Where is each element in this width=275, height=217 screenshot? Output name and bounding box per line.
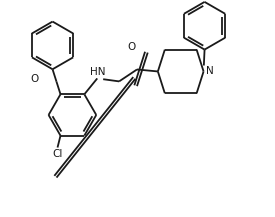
Text: N: N: [205, 66, 213, 76]
Text: Cl: Cl: [52, 150, 63, 159]
Text: O: O: [30, 74, 38, 84]
Text: HN: HN: [89, 67, 105, 77]
Text: O: O: [127, 42, 135, 52]
